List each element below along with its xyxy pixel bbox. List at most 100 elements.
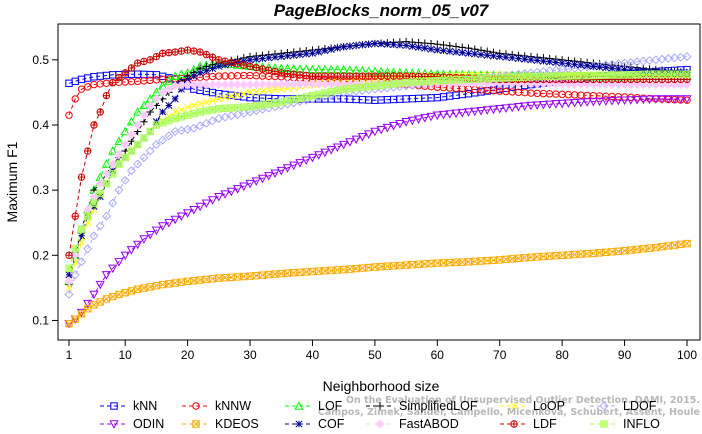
x-tick-label: 70 (493, 348, 507, 362)
point-inflo (246, 103, 254, 111)
point-ldf (77, 173, 86, 181)
point-fastabod (326, 79, 336, 89)
point-inflo (527, 73, 535, 81)
point-odin (220, 190, 230, 199)
point-odin (395, 119, 405, 129)
point-ldof (95, 221, 105, 231)
point-ldf (271, 67, 279, 76)
point-inflo (346, 84, 354, 93)
point-inflo (558, 72, 566, 80)
point-inflo (633, 70, 641, 79)
point-cof (602, 64, 610, 72)
point-ldf (84, 147, 92, 155)
point-odin (326, 146, 336, 155)
point-kdeos (121, 288, 129, 297)
point-odin (451, 109, 461, 119)
point-kdeos (539, 252, 548, 261)
point-ldf (121, 69, 129, 77)
point-fastabod (276, 79, 286, 89)
legend-item-simplifiedlof: SimplifiedLOF (366, 399, 478, 413)
point-ldf (65, 251, 73, 259)
point-ldf (102, 91, 111, 100)
point-inflo (314, 90, 323, 99)
point-cof (571, 60, 579, 68)
point-odin (438, 110, 449, 120)
point-inflo (296, 94, 304, 102)
point-cof (315, 48, 323, 56)
point-cof (165, 101, 173, 109)
point-kdeos (102, 295, 111, 303)
point-ldf (377, 72, 385, 80)
point-odin (594, 97, 605, 107)
legend-swatch-marker (376, 402, 384, 410)
point-ldf (383, 72, 392, 80)
point-inflo (589, 71, 598, 80)
point-loop (184, 104, 192, 112)
point-odin (657, 95, 667, 104)
point-ldf (133, 59, 142, 67)
point-fastabod (126, 130, 136, 140)
point-inflo (408, 78, 417, 86)
point-ldf (396, 72, 404, 80)
point-inflo (127, 147, 136, 155)
point-lof (139, 100, 149, 110)
point-ldf (352, 72, 360, 80)
series-inflo (65, 70, 691, 273)
point-cof (564, 60, 572, 68)
point-ldof (195, 121, 205, 131)
point-inflo (439, 76, 448, 85)
legend: kNN kNNW LOF SimplifiedLOF LoOP LDOF ODIN KDEOS… (100, 399, 660, 431)
point-inflo (520, 73, 529, 81)
point-ldf (221, 57, 229, 65)
legend-item-kdeos: KDEOS (182, 417, 259, 431)
point-ldof (83, 244, 93, 254)
legend-label: COF (318, 417, 345, 431)
point-ldf (296, 71, 304, 79)
point-kdeos (321, 267, 329, 275)
point-ldf (258, 65, 267, 73)
point-cof (77, 232, 86, 240)
point-inflo (327, 88, 335, 96)
legend-label: LDOF (623, 399, 657, 413)
point-ldf (183, 46, 192, 54)
legend-item-knn: kNN (100, 399, 157, 413)
point-ldof (70, 270, 80, 280)
point-ldf (96, 108, 104, 116)
point-fastabod (307, 79, 317, 89)
series-odin (64, 95, 692, 329)
point-fastabod (245, 80, 255, 90)
point-odin (526, 101, 536, 111)
point-fastabod (164, 84, 174, 94)
point-fastabod (663, 80, 673, 90)
point-odin (351, 135, 361, 145)
point-ldof (139, 153, 149, 163)
point-inflo (152, 121, 161, 129)
point-ldf (146, 56, 154, 64)
point-inflo (396, 79, 404, 87)
legend-label: LoOP (533, 399, 565, 413)
x-tick-label: 10 (119, 348, 133, 362)
point-inflo (483, 74, 491, 83)
point-inflo (545, 72, 554, 81)
point-inflo (271, 99, 279, 107)
point-cof (496, 53, 504, 61)
point-loop (209, 97, 217, 105)
point-cof (508, 54, 516, 62)
point-cof (452, 48, 460, 56)
x-tick-label: 80 (555, 348, 569, 362)
x-tick-label: 20 (181, 348, 195, 362)
point-ldf (177, 47, 186, 55)
point-cof (502, 53, 510, 61)
point-inflo (171, 114, 179, 123)
point-odin (332, 143, 343, 152)
point-cof (290, 51, 298, 59)
point-cof (614, 65, 622, 73)
legend-label: ODIN (133, 417, 164, 431)
point-cof (283, 52, 292, 60)
point-kdeos (77, 310, 86, 318)
point-cof (258, 54, 267, 63)
point-cof (402, 41, 410, 50)
legend-label: SimplifiedLOF (399, 399, 478, 413)
point-ldof (682, 52, 692, 62)
point-odin (101, 271, 112, 280)
